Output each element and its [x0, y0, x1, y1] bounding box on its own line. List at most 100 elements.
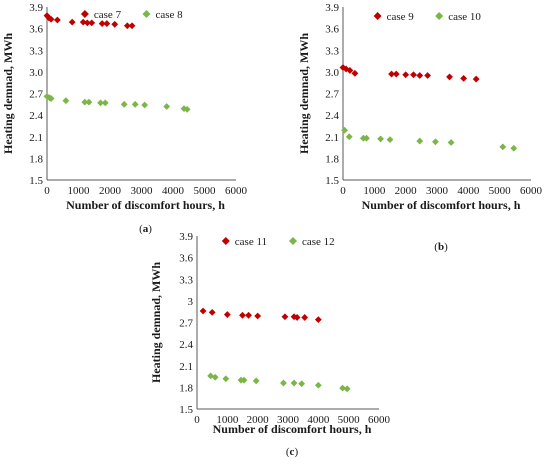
x-tick-label: 4000 — [307, 414, 330, 426]
data-point — [416, 137, 424, 145]
x-tick-label: 0 — [44, 185, 50, 197]
data-point — [447, 139, 455, 146]
legend-marker — [373, 12, 382, 20]
data-point — [281, 313, 289, 321]
y-tick-label: 2.4 — [179, 339, 193, 351]
x-axis-label: Number of discomfort hours, h — [362, 198, 521, 212]
data-point — [240, 376, 248, 384]
x-tick-label: 3000 — [426, 185, 449, 197]
data-point — [346, 67, 354, 74]
data-point — [163, 103, 171, 110]
y-tick-label: 1.5 — [29, 175, 43, 187]
legend-label: case 12 — [302, 236, 335, 248]
y-tick-label: 3.6 — [29, 24, 43, 36]
x-tick-label: 1000 — [68, 185, 91, 197]
legend-label: case 11 — [235, 236, 267, 248]
data-point — [341, 126, 348, 134]
data-point — [343, 385, 351, 393]
data-point — [472, 75, 480, 83]
data-point — [314, 381, 322, 389]
x-axis-label: Number of discomfort hours, h — [66, 198, 225, 212]
data-point — [254, 312, 262, 320]
y-tick-label: 2.1 — [179, 361, 193, 373]
data-point — [298, 380, 306, 388]
x-tick-label: 3000 — [277, 414, 300, 426]
data-point — [392, 70, 400, 78]
x-tick-label: 2000 — [395, 185, 418, 197]
data-point — [211, 373, 219, 381]
data-point — [183, 105, 191, 113]
x-tick-label: 5000 — [338, 414, 361, 426]
x-tick-label: 2000 — [99, 185, 122, 197]
x-tick-label: 4000 — [457, 185, 480, 197]
data-point — [460, 74, 468, 82]
legend-marker — [435, 12, 444, 20]
data-point — [239, 311, 246, 319]
data-point — [351, 69, 359, 77]
data-point — [290, 379, 298, 387]
data-point — [53, 16, 61, 24]
legend-label: case 7 — [94, 9, 122, 21]
y-tick-label: 3.6 — [325, 24, 339, 36]
data-point — [47, 95, 55, 102]
x-tick-label: 2000 — [247, 414, 270, 426]
y-tick-label: 2.7 — [325, 89, 339, 101]
data-point — [388, 70, 395, 78]
y-tick-label: 3.9 — [29, 2, 43, 14]
data-point — [377, 135, 384, 143]
data-point — [223, 311, 231, 318]
data-point — [111, 20, 119, 28]
y-tick-label: 1.8 — [179, 382, 193, 394]
y-tick-label: 1.5 — [325, 175, 339, 187]
data-point — [83, 19, 91, 27]
x-tick-label: 5000 — [194, 185, 217, 197]
series-case-10 — [341, 126, 518, 152]
y-tick-label: 2.4 — [29, 110, 43, 122]
data-point — [208, 309, 216, 316]
x-tick-label: 4000 — [162, 185, 185, 197]
data-point — [98, 20, 106, 27]
data-point — [252, 377, 260, 385]
x-tick-label: 0 — [340, 185, 346, 197]
legend-label: case 9 — [387, 11, 415, 23]
data-point — [180, 105, 188, 113]
data-point — [245, 311, 252, 319]
y-tick-label: 3.0 — [325, 67, 339, 79]
data-point — [345, 133, 353, 141]
chart-panel-a: 1.5 1.8 2.1 2.4 2.7 3.0 3.3 3.6 3.9 0 1000 2000 3000… — [1, 2, 248, 235]
x-tick-label: 6000 — [225, 185, 248, 197]
x-tick-label: 3000 — [131, 185, 154, 197]
data-point — [339, 64, 347, 71]
y-axis-label: Heating demnad, MWh — [149, 262, 163, 383]
data-point — [88, 19, 96, 27]
chart-panel-c: 1.5 1.8 2.1 2.4 2.7 3 3.3 3.6 3.9 0 1000 2000 3000 40… — [149, 231, 391, 458]
data-point — [386, 136, 394, 144]
series-case-12 — [207, 372, 351, 393]
data-point — [81, 98, 89, 106]
y-tick-label: 3.6 — [179, 253, 193, 265]
legend-marker — [80, 10, 89, 18]
x-tick-label: 1000 — [216, 414, 239, 426]
y-tick-label: 2.7 — [179, 318, 193, 330]
series-case-11 — [199, 307, 322, 324]
x-axis-label: Number of discomfort hours, h — [213, 422, 372, 436]
legend-label: case 8 — [156, 9, 184, 21]
data-point — [45, 14, 53, 22]
y-tick-label: 3 — [188, 296, 194, 308]
y-tick-label: 3.0 — [29, 67, 43, 79]
legend-marker — [142, 10, 151, 18]
y-tick-label: 1.5 — [179, 404, 193, 416]
y-tick-label: 2.1 — [29, 132, 43, 144]
data-point — [62, 97, 70, 105]
y-tick-label: 1.8 — [325, 153, 339, 165]
y-tick-label: 2.7 — [29, 89, 43, 101]
data-point — [120, 100, 128, 108]
y-axis-label: Heating demnad, MWh — [1, 33, 15, 154]
data-point — [416, 72, 424, 79]
chart-panel-b: 1.5 1.8 2.1 2.4 2.7 3.0 3.3 3.6 3.9 0 1000 2000 3000… — [297, 2, 543, 253]
data-point — [101, 99, 109, 107]
data-point — [301, 314, 309, 321]
data-point — [85, 98, 93, 106]
data-point — [68, 18, 76, 26]
